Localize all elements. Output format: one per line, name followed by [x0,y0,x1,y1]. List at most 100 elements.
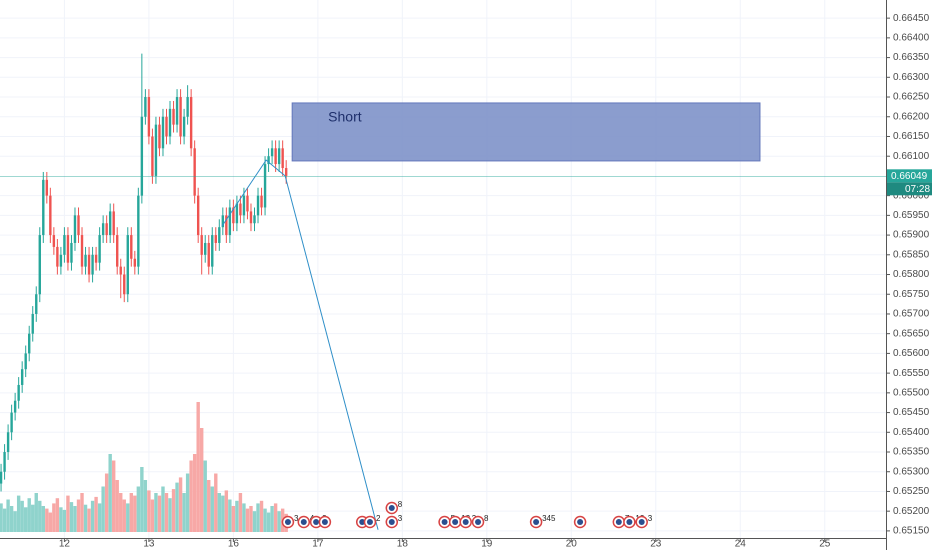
candle-body [284,168,288,176]
x-tick-label: 16 [228,539,240,550]
volume-bar [80,493,84,532]
volume-bar [0,503,3,532]
event-count: 345 [542,514,556,523]
candle-body [172,108,175,125]
y-tick-label: 0.65500 [893,387,930,398]
y-tick-label: 0.65900 [893,230,930,241]
candle-body [270,148,274,157]
volume-bar [119,493,123,532]
volume-pane [0,402,288,532]
y-tick-label: 0.65800 [893,269,930,280]
candle-body [225,215,228,236]
volume-bar [62,509,67,532]
candle-body [56,246,59,267]
candle-body [161,116,165,149]
volume-bar [189,460,193,532]
y-tick-label: 0.66100 [893,151,930,162]
event-icon-core [577,519,584,525]
event-count: 3 [294,514,299,523]
candle-body [193,148,196,196]
volume-bar [83,504,88,532]
candle-body [91,254,94,275]
event-icon-core [300,519,307,525]
volume-bar [34,493,38,532]
y-tick-label: 0.66200 [893,111,930,122]
volume-bar [192,454,197,532]
y-tick-label: 0.65400 [893,427,930,438]
y-tick-label: 0.65550 [893,368,930,379]
y-tick-label: 0.66150 [893,131,930,142]
candle-body [182,116,186,137]
volume-bar [217,493,221,532]
volume-bar [140,467,144,532]
event-icon-core [462,519,469,525]
volume-bar [245,508,250,532]
candle-body [101,223,105,236]
candle-body [214,235,217,243]
candle-body [28,333,31,354]
event-count: 3 [398,514,403,523]
last-price-tag [887,169,932,183]
event-icon-core [475,519,482,525]
volume-bar [252,511,257,532]
event-icon-core [284,519,291,525]
volume-bar [97,503,102,532]
candle-body [17,384,20,401]
candle-body [165,116,168,137]
volume-bar [73,506,77,532]
event-icon-core [388,505,395,511]
x-tick-label: 25 [819,539,831,550]
volume-bar [101,486,105,532]
candle-body [277,148,281,165]
candle-body [77,215,80,236]
candle-body [59,254,63,267]
candle-body [221,215,225,228]
y-tick-label: 0.66000 [893,190,930,201]
x-tick-label: 18 [397,539,409,550]
event-count: 8 [484,514,489,523]
event-icon-core [359,519,366,525]
candle-body [253,215,256,224]
volume-bar [178,477,183,532]
volume-bar [150,499,155,532]
candle-body [98,235,101,263]
candle-body [207,242,210,267]
volume-bar [207,480,211,532]
volume-bar [221,495,225,532]
volume-bar [59,507,63,532]
candle-body [147,97,151,137]
volume-bar [199,428,204,532]
candle-body [179,97,182,137]
volume-bar [224,490,229,532]
volume-bar [55,498,60,532]
candle-body [151,136,154,176]
volume-bar [266,512,271,532]
volume-bar [94,496,98,532]
volume-bar [147,490,151,532]
candle-body [52,235,56,247]
candle-body [73,215,77,243]
candle-body [49,195,52,236]
x-tick-label: 13 [143,539,155,550]
event-icon-core [452,519,459,525]
candle-body [63,235,66,255]
volume-bar [104,473,109,532]
event-count: 3 [648,514,653,523]
candle-body [274,148,277,165]
zone-label: Short [328,109,362,125]
event-icon-core [615,519,622,525]
volume-bar [90,500,95,532]
candle-body [249,211,253,224]
event-icon-core [321,519,328,525]
volume-bar [277,511,281,532]
y-tick-label: 0.65950 [893,210,930,221]
y-tick-label: 0.65650 [893,328,930,339]
candle-body [154,124,158,176]
price-axis-bg [886,0,932,550]
candle-body [211,235,214,267]
volume-bar [2,508,7,532]
candle-body [133,258,137,267]
y-tick-label: 0.65250 [893,486,930,497]
candle-body [235,203,239,224]
volume-bar [48,512,53,532]
